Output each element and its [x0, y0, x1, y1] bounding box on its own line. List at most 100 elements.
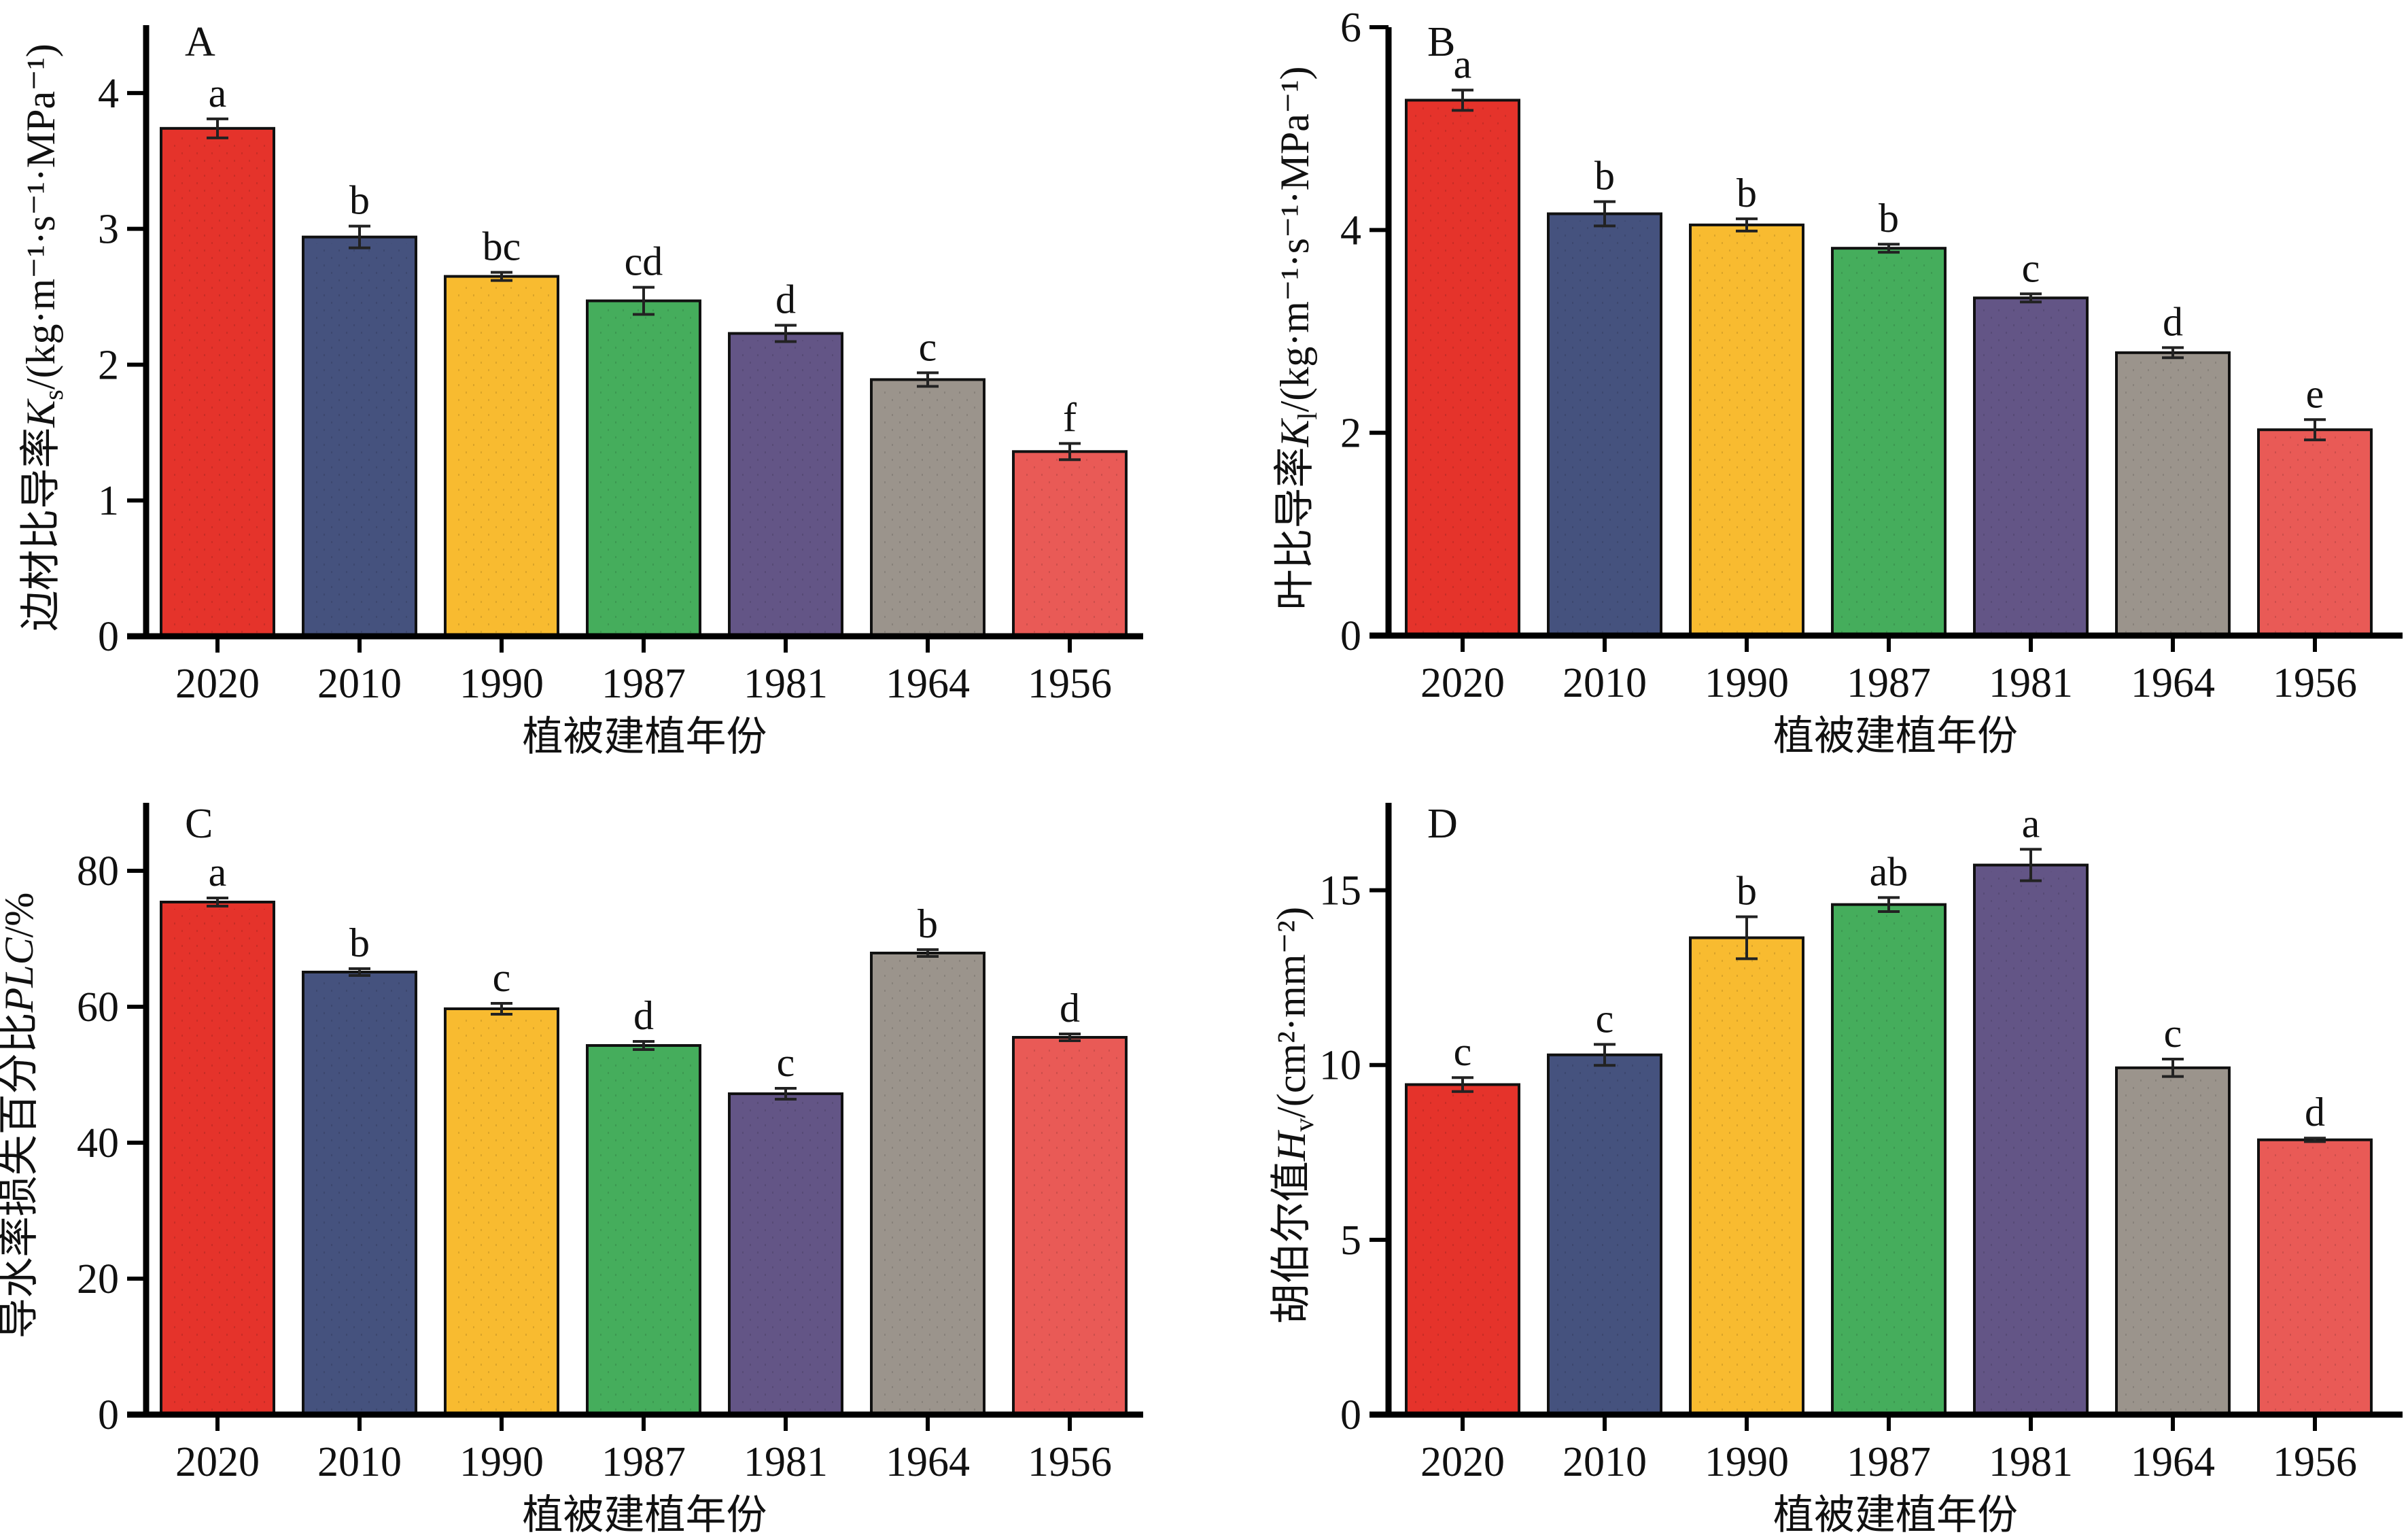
bar-texture — [2123, 359, 2222, 633]
bar-texture — [310, 979, 409, 1412]
error-bar — [2304, 1137, 2326, 1143]
error-bar — [1736, 915, 1758, 961]
x-tick-label: 1987 — [601, 661, 686, 707]
significance-label: c — [493, 955, 511, 1000]
significance-label: d — [2163, 299, 2183, 344]
error-bar — [349, 967, 370, 977]
y-axis-title-symbol: K — [18, 398, 63, 428]
x-tick-label: 1990 — [459, 661, 544, 707]
bar-texture — [736, 1101, 835, 1412]
y-axis-title-units: /(cm²·mm⁻²) — [1269, 907, 1314, 1118]
bar-texture — [1020, 1044, 1119, 1412]
bar-texture — [1020, 458, 1119, 634]
x-tick-label: 1956 — [2273, 660, 2357, 706]
significance-label: c — [777, 1040, 795, 1085]
y-tick-label: 0 — [98, 614, 119, 660]
significance-label: a — [209, 850, 227, 895]
y-tick-label: 20 — [77, 1256, 119, 1302]
y-tick-label: 0 — [1340, 613, 1361, 659]
x-tick-label: 2020 — [1420, 1439, 1505, 1485]
error-bar — [207, 117, 228, 139]
bar-texture — [594, 1052, 693, 1412]
x-tick-label: 1990 — [1705, 1439, 1789, 1485]
y-tick-label: 1 — [98, 478, 119, 524]
bar-texture — [1981, 871, 2080, 1412]
significance-label: c — [2022, 245, 2040, 290]
panel-c: Ca 2020 b 2010 c 1990 d 1987 c 1981 b 1964 d 1956 0 20 4… — [0, 801, 1143, 1539]
x-tick-label: 2020 — [175, 661, 260, 707]
significance-label: d — [775, 277, 796, 322]
y-axis-title-prefix: 叶比导率 — [1271, 447, 1319, 610]
panel-b: Ba 2020 b 2010 b 1990 b 1987 c 1981 d 1964 e 1956 0 2 4 6… — [1271, 5, 2403, 760]
significance-label: b — [918, 901, 938, 946]
bar-texture — [594, 307, 693, 634]
error-bar — [2162, 1057, 2184, 1078]
significance-label: a — [2022, 801, 2040, 846]
y-tick-label: 0 — [1340, 1392, 1361, 1438]
y-tick-label: 80 — [77, 848, 119, 895]
error-bar — [1452, 88, 1473, 112]
bar-texture — [1555, 220, 1654, 633]
x-tick-label: 1964 — [2131, 660, 2215, 706]
error-bar — [2304, 418, 2326, 442]
error-bar — [917, 371, 939, 388]
y-axis-title-symbol: H — [1269, 1129, 1314, 1162]
x-tick-label: 1981 — [744, 1439, 828, 1485]
panel-a: Aa 2020 b 2010 bc 1990 cd 1987 d 1981 c 1964 f 1956 0 1… — [17, 19, 1143, 761]
y-axis-title: 叶比导率Kl/(kg·m⁻¹·s⁻¹·MPa⁻¹) — [1271, 66, 1323, 610]
significance-label: b — [1594, 154, 1615, 198]
x-tick-label: 2020 — [175, 1439, 260, 1485]
y-axis-title-symbol: K — [1272, 418, 1317, 448]
bar-texture — [1697, 231, 1796, 633]
error-bar — [917, 948, 939, 958]
significance-label: d — [633, 993, 654, 1038]
significance-label: a — [1454, 41, 1472, 86]
bar-texture — [1839, 911, 1938, 1412]
significance-label: c — [2164, 1011, 2182, 1056]
x-tick-label: 2010 — [317, 661, 402, 707]
significance-label: b — [1737, 171, 1757, 215]
bar-texture — [1555, 1061, 1654, 1412]
bar-texture — [168, 135, 267, 634]
error-bar — [2020, 292, 2042, 304]
error-bar — [491, 1002, 512, 1016]
x-axis-title: 植被建植年份 — [523, 713, 767, 761]
x-tick-label: 2020 — [1420, 660, 1505, 706]
x-tick-label: 1987 — [1847, 1439, 1931, 1485]
y-tick-label: 6 — [1340, 5, 1361, 51]
bar-texture — [878, 960, 977, 1412]
y-tick-label: 15 — [1319, 868, 1361, 914]
significance-label: b — [349, 920, 370, 965]
error-bar — [775, 324, 797, 343]
bar-texture — [1697, 944, 1796, 1412]
panel-label: C — [185, 801, 213, 847]
bar-texture — [2265, 436, 2365, 633]
y-axis-title-prefix: 边材比导率 — [17, 428, 65, 632]
y-axis-title-symbol: PLC — [0, 937, 41, 1013]
error-bar — [1878, 243, 1900, 254]
y-tick-label: 10 — [1319, 1043, 1361, 1089]
x-tick-label: 2010 — [1563, 660, 1647, 706]
y-tick-label: 4 — [1340, 207, 1361, 254]
error-bar — [207, 897, 228, 907]
significance-label: c — [1454, 1029, 1472, 1074]
x-axis-title: 植被建植年份 — [523, 1491, 767, 1539]
x-tick-label: 1956 — [2273, 1439, 2357, 1485]
bar-texture — [1413, 107, 1512, 633]
bar-texture — [878, 386, 977, 634]
y-axis-title-prefix: 导水率损失百分比 — [0, 1012, 43, 1338]
y-axis-title: 导水率损失百分比PLC/% — [0, 893, 43, 1339]
panel-label: A — [185, 19, 215, 65]
significance-label: c — [919, 324, 937, 369]
panel-label: B — [1427, 19, 1455, 65]
x-tick-label: 2010 — [317, 1439, 402, 1485]
error-bar — [2162, 346, 2184, 360]
y-axis-title: 胡伯尔值Hv/(cm²·mm⁻²) — [1268, 907, 1319, 1324]
error-bar — [1059, 1033, 1081, 1042]
error-bar — [1736, 217, 1758, 232]
x-tick-label: 1987 — [1847, 660, 1931, 706]
y-tick-label: 40 — [77, 1120, 119, 1166]
error-bar — [775, 1087, 797, 1101]
error-bar — [1452, 1076, 1473, 1093]
